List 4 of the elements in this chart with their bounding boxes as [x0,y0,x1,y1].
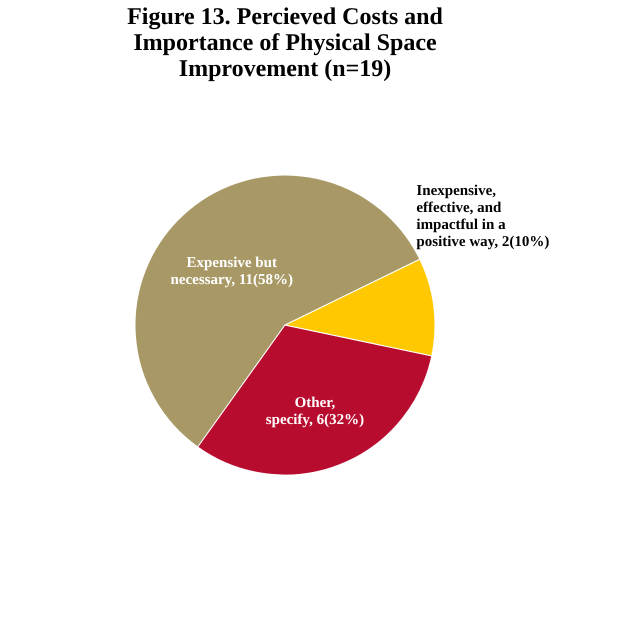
slice-label: Other, specify, 6(32%) [266,394,364,428]
slice-label: Inexpensive, effective, and impactful in a positive way, 2(10%) [416,182,550,250]
slice-label: Expensive but necessary, 11(58%) [170,254,293,288]
chart-title: Figure 13. Percieved Costs and Importance of Physical Space Improvement (n=19) [127,4,444,82]
